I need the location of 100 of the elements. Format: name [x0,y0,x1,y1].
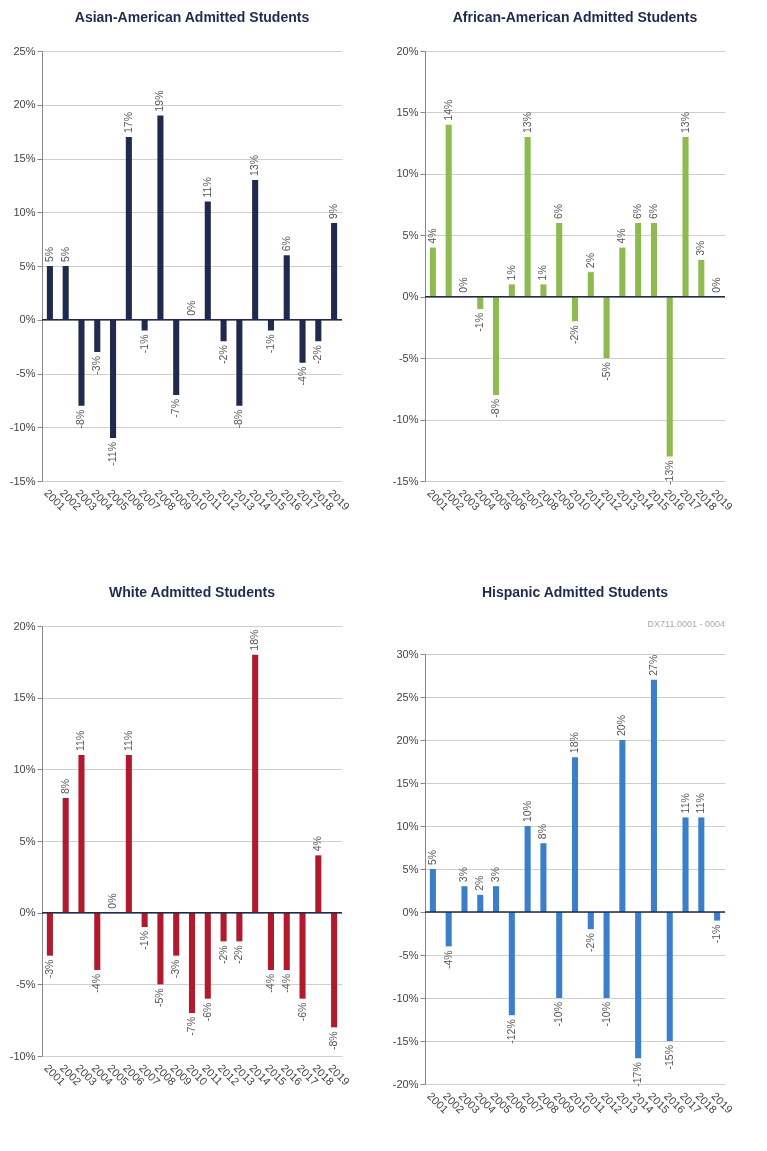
bar [445,124,452,297]
bar [78,755,85,913]
data-label: 13% [248,154,261,176]
y-tick-label: 5% [402,228,419,241]
bar [650,223,657,297]
data-label: -6% [200,1002,213,1022]
data-label: -4% [90,974,103,993]
y-tick-label: 25% [13,44,36,57]
data-label: 4% [311,836,324,852]
bar [493,886,500,912]
data-label: 2% [583,252,596,269]
data-label: 6% [279,236,292,252]
bar [524,826,531,912]
bar [508,284,515,297]
data-label: 3% [457,867,470,883]
y-tick-label: -15% [9,474,36,487]
data-label: -11% [106,442,119,466]
bar [125,755,132,913]
data-label: 1% [536,265,549,281]
data-label: 9% [327,203,340,219]
bar [141,912,148,927]
data-label: -12% [504,1019,517,1044]
data-label: -1% [710,924,723,944]
data-label: -15% [662,1045,675,1070]
data-label: 18% [568,732,580,754]
data-label: -10% [552,1002,565,1027]
data-label: 5% [425,849,438,865]
data-label: -7% [169,399,182,418]
data-label: 6% [631,203,644,219]
data-label: -2% [568,325,580,344]
data-label: -10% [599,1002,612,1027]
bar [252,654,259,913]
y-tick-label: -10% [392,413,419,426]
data-label: 0% [106,893,119,909]
data-label: -7% [185,1017,197,1036]
bar [556,223,563,297]
bar [188,912,196,1013]
data-label: 11% [200,177,213,198]
y-tick-label: 20% [13,98,36,111]
y-tick-label: 5% [19,834,36,847]
data-label: -6% [295,1002,308,1022]
bar [62,798,69,913]
data-label: -8% [489,399,502,418]
bar [666,296,673,457]
data-label: -5% [153,988,166,1008]
bar [619,740,626,912]
bar [698,259,705,297]
data-label: 13% [520,111,533,133]
bar [666,912,673,1041]
bar [331,912,338,1028]
data-label: -4% [263,974,276,993]
y-tick-label: -5% [398,351,419,364]
y-tick-label: 10% [396,167,419,180]
bar [635,223,642,297]
bar [445,912,452,947]
data-label: 18% [248,629,261,651]
data-label: 27% [646,654,659,676]
y-tick-label: 15% [396,776,419,789]
data-label: -2% [311,345,324,364]
data-label: -1% [473,313,486,332]
bar [698,817,705,912]
y-tick-label: -10% [392,991,419,1004]
bar [204,912,211,999]
data-label: -3% [169,959,182,979]
data-label: 3% [489,867,502,883]
bar [477,296,484,309]
data-label: 0% [457,277,470,293]
data-label: 0% [185,300,197,316]
data-label: 14% [441,99,454,121]
y-tick-label: -15% [392,474,419,487]
y-tick-label: 0% [19,906,36,919]
y-tick-label: -5% [15,977,36,990]
data-label: 6% [552,203,565,219]
data-label: -2% [583,933,596,952]
chart-title: White Admitted Students [109,584,276,600]
bar [477,894,484,912]
data-label: 8% [536,824,549,840]
y-tick-label: 10% [13,205,36,218]
data-label: -2% [216,945,229,965]
y-tick-label: 15% [13,691,36,704]
bar [619,247,626,297]
bar [267,912,274,970]
data-label: 11% [74,730,87,751]
data-label: 11% [694,793,707,814]
bar [556,912,563,998]
bar [94,912,101,970]
y-tick-label: 20% [396,733,419,746]
y-tick-label: 0% [19,313,36,326]
data-label: -4% [295,366,308,386]
data-label: 5% [42,246,55,262]
bar [540,284,547,297]
data-label: 0% [710,277,723,293]
data-label: 20% [615,714,628,736]
data-label: -5% [599,362,612,381]
y-tick-label: -15% [392,1034,419,1047]
bar [429,869,436,912]
data-label: 11% [121,730,134,751]
data-label: 19% [153,90,166,112]
data-label: 17% [121,111,134,133]
y-tick-label: -10% [9,420,36,433]
